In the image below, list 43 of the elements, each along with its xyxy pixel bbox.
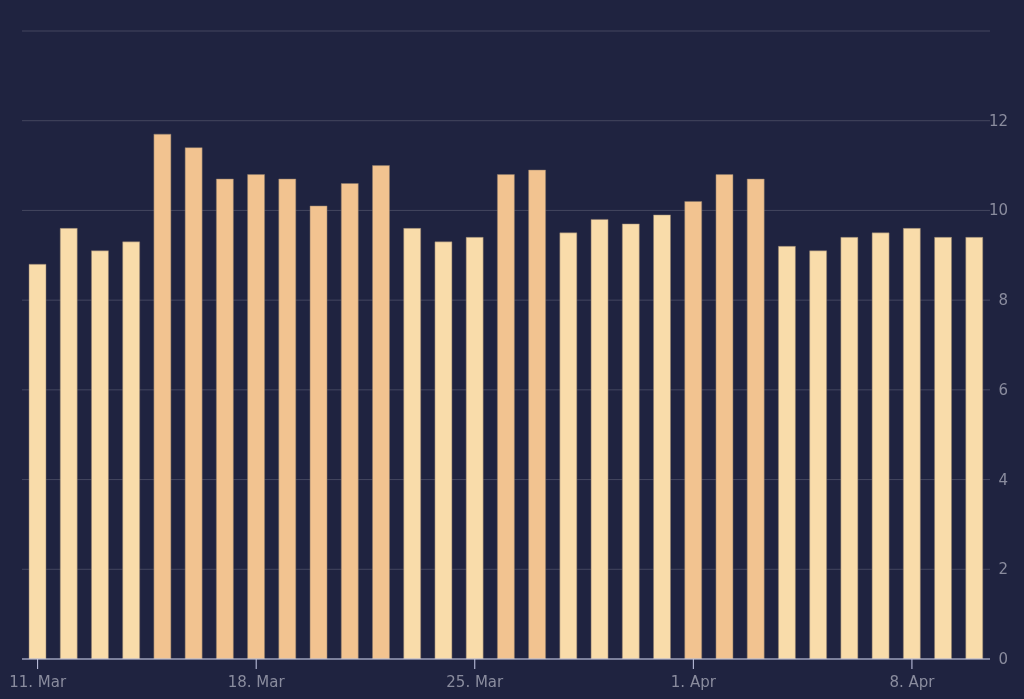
bar xyxy=(216,178,234,659)
y-tick-label: 10 xyxy=(988,201,1008,220)
bar xyxy=(653,214,671,659)
bar xyxy=(590,219,609,659)
bar xyxy=(403,228,421,659)
bar xyxy=(809,250,827,659)
x-tick-label: 18. Mar xyxy=(227,673,286,691)
bar xyxy=(153,133,172,659)
x-tick-label: 11. Mar xyxy=(9,673,67,691)
bar xyxy=(434,241,453,659)
bar xyxy=(778,246,796,659)
y-tick-label: 8 xyxy=(998,291,1008,310)
bar xyxy=(91,250,109,659)
bar xyxy=(559,232,578,659)
bar xyxy=(341,183,359,659)
y-tick-label: 4 xyxy=(998,470,1008,489)
bar xyxy=(184,147,203,659)
y-tick-label: 12 xyxy=(988,111,1008,130)
bar xyxy=(122,241,140,659)
bar xyxy=(840,237,859,659)
bar xyxy=(309,205,328,659)
bar xyxy=(715,174,734,659)
bar xyxy=(684,201,702,659)
x-tick-label: 1. Apr xyxy=(670,673,717,691)
bar xyxy=(247,174,265,659)
bar xyxy=(934,237,952,659)
bar xyxy=(278,178,297,659)
bar xyxy=(903,228,921,659)
bar xyxy=(622,223,640,659)
y-tick-label: 6 xyxy=(998,380,1008,399)
bar xyxy=(871,232,890,659)
x-tick-label: 8. Apr xyxy=(889,673,936,691)
bar xyxy=(465,237,484,659)
bar xyxy=(965,237,984,659)
bar xyxy=(28,264,47,659)
bar xyxy=(528,169,546,659)
bar xyxy=(746,178,765,659)
bar xyxy=(372,165,390,659)
bar xyxy=(497,174,515,659)
bar xyxy=(59,228,78,659)
y-tick-label: 2 xyxy=(998,560,1008,579)
y-tick-label: 0 xyxy=(998,650,1008,668)
x-tick-label: 25. Mar xyxy=(446,673,505,691)
